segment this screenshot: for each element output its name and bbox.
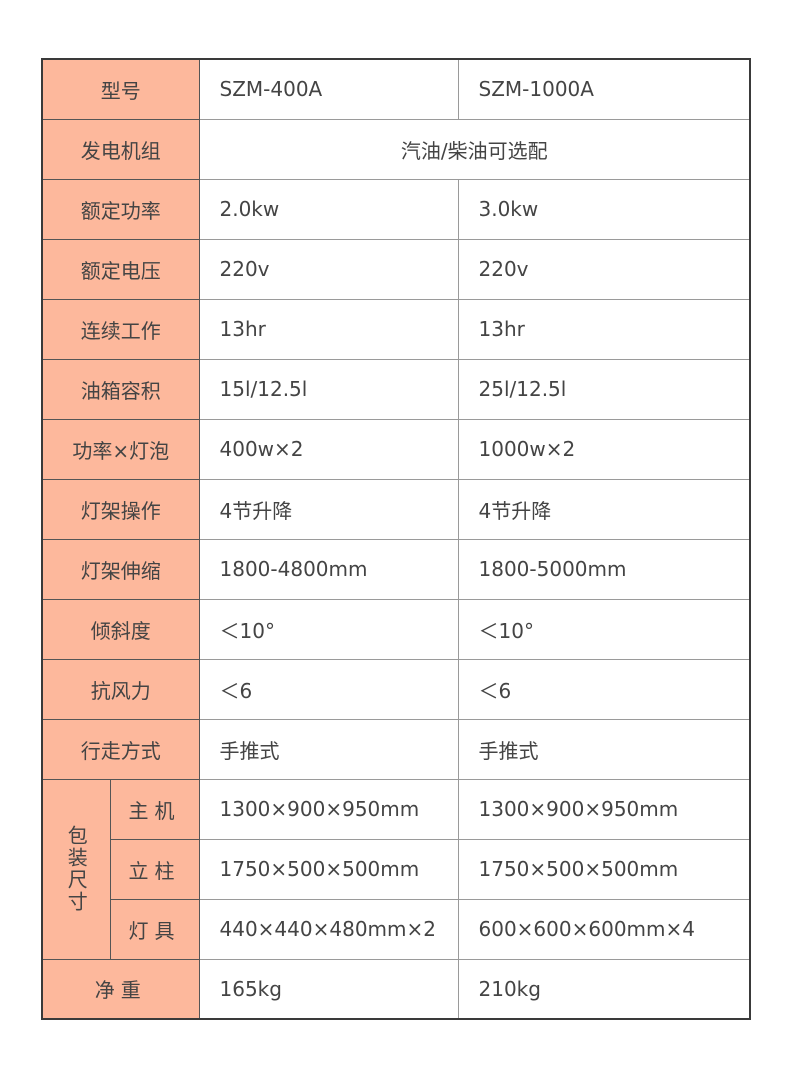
weight-label: 净重 xyxy=(41,958,200,1020)
spec-value-a: ＜10° xyxy=(198,598,459,660)
package-item-label: 主机 xyxy=(109,778,200,840)
package-item-label: 立柱 xyxy=(109,838,200,900)
spec-value-a: 2.0kw xyxy=(198,178,459,240)
weight-b: 210kg xyxy=(457,958,751,1020)
table-row: 倾斜度 ＜10° ＜10° xyxy=(41,598,751,660)
generator-label: 发电机组 xyxy=(41,118,200,180)
spec-value-b: ＜10° xyxy=(457,598,751,660)
spec-label: 油箱容积 xyxy=(41,358,200,420)
table-row: 行走方式 手推式 手推式 xyxy=(41,718,751,780)
table-row: 功率×灯泡 400w×2 1000w×2 xyxy=(41,418,751,480)
table-row: 灯架伸缩 1800-4800mm 1800-5000mm xyxy=(41,538,751,600)
package-item-b: 1300×900×950mm xyxy=(457,778,751,840)
spec-value-a: 1800-4800mm xyxy=(198,538,459,600)
spec-value-a: 220v xyxy=(198,238,459,300)
table-row: 连续工作 13hr 13hr xyxy=(41,298,751,360)
model-a: SZM-400A xyxy=(198,58,459,120)
table-row: 灯架操作 4节升降 4节升降 xyxy=(41,478,751,540)
table-row: 额定电压 220v 220v xyxy=(41,238,751,300)
spec-value-b: 手推式 xyxy=(457,718,751,780)
package-item-label: 灯具 xyxy=(109,898,200,960)
spec-value-a: 手推式 xyxy=(198,718,459,780)
spec-value-b: 25l/12.5l xyxy=(457,358,751,420)
package-label: 包装尺寸 xyxy=(41,778,111,960)
model-label: 型号 xyxy=(41,58,200,120)
spec-value-b: 220v xyxy=(457,238,751,300)
spec-label: 行走方式 xyxy=(41,718,200,780)
spec-value-b: 1800-5000mm xyxy=(457,538,751,600)
table-row: 油箱容积 15l/12.5l 25l/12.5l xyxy=(41,358,751,420)
spec-value-a: 4节升降 xyxy=(198,478,459,540)
spec-value-b: 3.0kw xyxy=(457,178,751,240)
spec-label: 功率×灯泡 xyxy=(41,418,200,480)
table-row: 抗风力 ＜6 ＜6 xyxy=(41,658,751,720)
spec-value-b: 1000w×2 xyxy=(457,418,751,480)
table-row: 净重 165kg 210kg xyxy=(41,958,751,1020)
spec-label: 灯架操作 xyxy=(41,478,200,540)
spec-label: 抗风力 xyxy=(41,658,200,720)
spec-value-b: 4节升降 xyxy=(457,478,751,540)
spec-label: 连续工作 xyxy=(41,298,200,360)
model-b: SZM-1000A xyxy=(457,58,751,120)
weight-a: 165kg xyxy=(198,958,459,1020)
spec-value-a: 13hr xyxy=(198,298,459,360)
spec-label: 倾斜度 xyxy=(41,598,200,660)
spec-value-b: 13hr xyxy=(457,298,751,360)
package-item-a: 1750×500×500mm xyxy=(198,838,459,900)
package-item-b: 1750×500×500mm xyxy=(457,838,751,900)
table-row: 立柱 1750×500×500mm 1750×500×500mm xyxy=(42,838,751,900)
package-item-a: 440×440×480mm×2 xyxy=(198,898,459,960)
table-row: 灯具 440×440×480mm×2 600×600×600mm×4 xyxy=(42,898,751,960)
spec-table: 型号 SZM-400A SZM-1000A 发电机组 汽油/柴油可选配 额定功率… xyxy=(41,58,751,1020)
package-item-a: 1300×900×950mm xyxy=(198,778,459,840)
spec-label: 灯架伸缩 xyxy=(41,538,200,600)
generator-value: 汽油/柴油可选配 xyxy=(198,118,751,180)
table-row: 发电机组 汽油/柴油可选配 xyxy=(41,118,751,180)
table-row: 包装尺寸 主机 1300×900×950mm 1300×900×950mm xyxy=(41,778,751,960)
spec-label: 额定功率 xyxy=(41,178,200,240)
spec-value-a: 400w×2 xyxy=(198,418,459,480)
spec-value-a: ＜6 xyxy=(198,658,459,720)
spec-label: 额定电压 xyxy=(41,238,200,300)
table-row: 额定功率 2.0kw 3.0kw xyxy=(41,178,751,240)
package-item-b: 600×600×600mm×4 xyxy=(457,898,751,960)
table-row: 型号 SZM-400A SZM-1000A xyxy=(41,58,751,120)
spec-value-b: ＜6 xyxy=(457,658,751,720)
spec-value-a: 15l/12.5l xyxy=(198,358,459,420)
